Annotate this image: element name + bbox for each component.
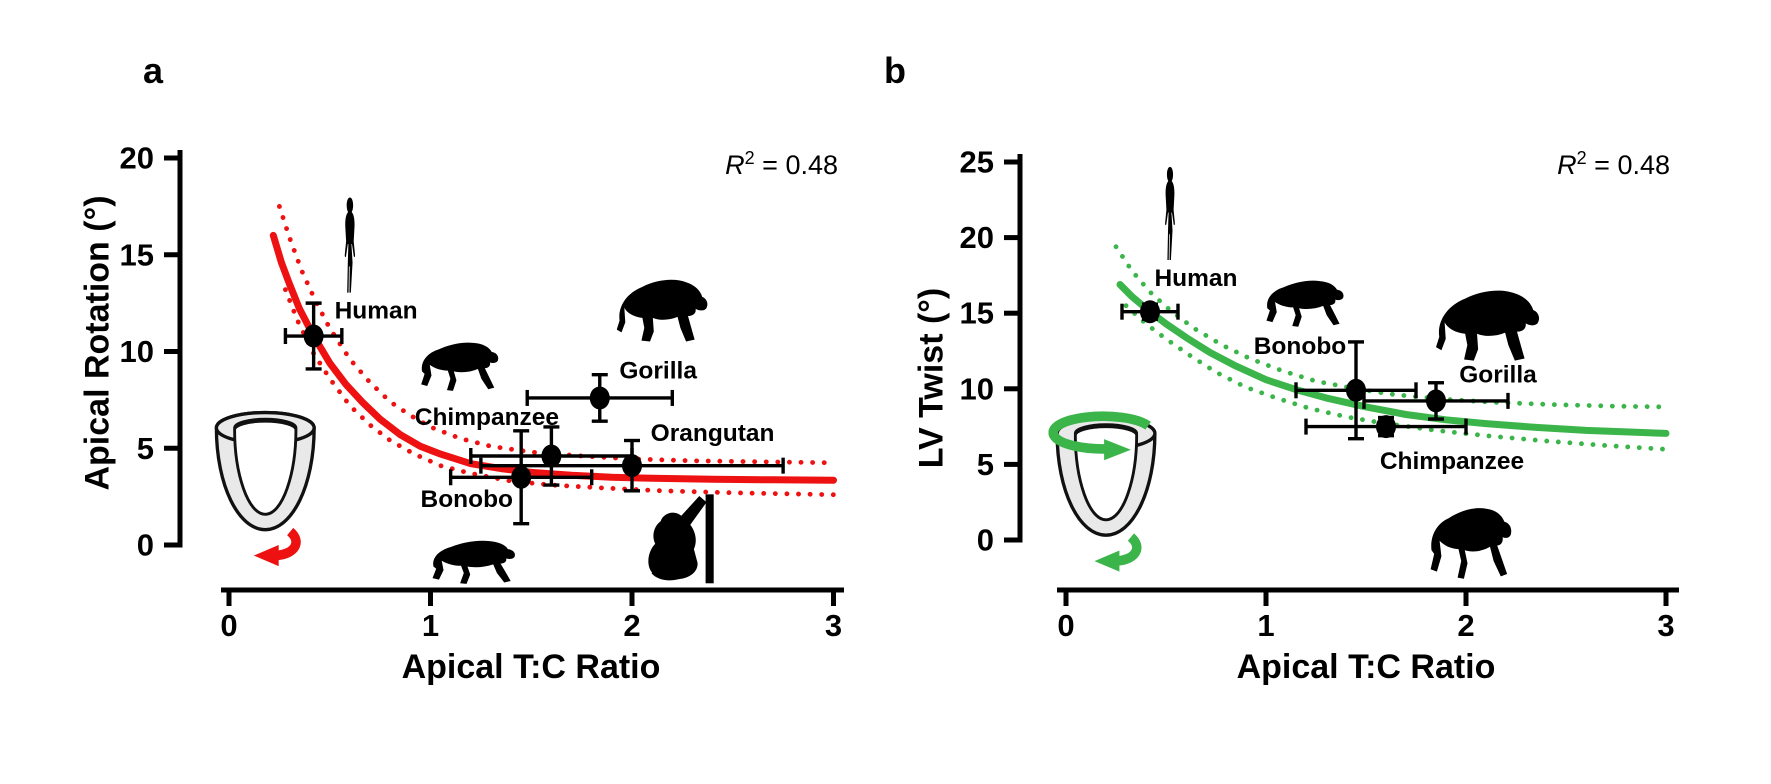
r-squared-annotation-a: R2 = 0.48	[725, 148, 838, 181]
data-point-bonobo: Bonobo	[1254, 333, 1418, 441]
data-point-gorilla: Gorilla	[1362, 362, 1537, 421]
x-tick-label: 2	[623, 608, 640, 643]
y-tick-label: 0	[137, 528, 154, 563]
human-silhouette	[1165, 166, 1175, 260]
marker-chimpanzee	[541, 444, 562, 468]
panel-b-plot: 0 5 10 15 20 25 0 1 2 3 Human Bonobo Chimpanzee Goril…	[960, 145, 1679, 643]
x-axis-title-b: Apical T:C Ratio	[1236, 648, 1496, 686]
marker-gorilla	[1426, 389, 1446, 413]
panel-a-plot: 0 5 10 15 20 0 1 2 3 Human Bonobo Chimpanzee Gorilla…	[120, 141, 844, 643]
data-point-orangutan: Orangutan	[479, 420, 785, 493]
marker-bonobo	[511, 465, 532, 489]
y-tick-label: 10	[120, 334, 154, 369]
y-tick-label: 5	[137, 431, 154, 466]
y-axis: 0 5 10 15 20	[120, 141, 183, 563]
marker-human	[303, 324, 324, 348]
panel-letter-a: a	[143, 50, 164, 91]
marker-gorilla	[589, 386, 610, 410]
species-label-human: Human	[1154, 265, 1237, 292]
r-squared-value: = 0.48	[1586, 150, 1670, 180]
orangutan-silhouette	[648, 494, 714, 584]
lv-cone-rotation	[216, 413, 314, 567]
x-axis-title-a: Apical T:C Ratio	[401, 648, 661, 686]
y-tick-label: 20	[960, 220, 994, 255]
data-point-chimpanzee: Chimpanzee	[1304, 415, 1524, 475]
x-tick-label: 0	[1057, 608, 1074, 643]
y-tick-label: 25	[960, 145, 994, 180]
data-point-human: Human	[283, 297, 418, 371]
species-label-orangutan: Orangutan	[651, 420, 775, 447]
r-squared-annotation-b: R2 = 0.48	[1557, 148, 1670, 181]
marker-human	[1140, 300, 1160, 324]
r-squared-exponent: 2	[744, 148, 755, 168]
y-tick-label: 10	[960, 371, 994, 406]
r-squared-exponent: 2	[1576, 148, 1587, 168]
chimpanzee-silhouette	[1430, 508, 1512, 579]
x-tick-label: 0	[220, 608, 237, 643]
gorilla-silhouette	[1436, 290, 1540, 361]
x-axis: 0 1 2 3	[1057, 587, 1679, 643]
x-tick-label: 1	[1257, 608, 1274, 643]
data-point-gorilla: Gorilla	[525, 357, 697, 423]
r-squared-value: = 0.48	[754, 150, 838, 180]
species-label-gorilla: Gorilla	[1459, 362, 1537, 389]
chimpanzee-silhouette	[421, 342, 499, 391]
bonobo-silhouette	[432, 540, 515, 584]
fit-curve	[269, 231, 837, 484]
species-label-human: Human	[335, 297, 418, 324]
y-tick-label: 15	[120, 237, 154, 272]
data-point-bonobo: Bonobo	[421, 429, 594, 526]
fit-curve	[1116, 281, 1670, 437]
y-tick-label: 0	[977, 523, 994, 558]
marker-chimpanzee	[1376, 415, 1396, 439]
data-point-human: Human	[1120, 265, 1238, 324]
bonobo-silhouette	[1266, 280, 1344, 327]
marker-bonobo	[1346, 378, 1366, 402]
species-label-chimpanzee: Chimpanzee	[1380, 448, 1524, 475]
marker-orangutan	[622, 454, 642, 478]
confidence-band-lower	[1123, 303, 1669, 452]
y-axis-title-a: Apical Rotation (°)	[78, 195, 117, 491]
x-tick-label: 3	[1657, 608, 1674, 643]
species-label-bonobo: Bonobo	[421, 486, 514, 513]
x-tick-label: 2	[1457, 608, 1474, 643]
confidence-band-upper	[1113, 244, 1669, 410]
x-tick-label: 1	[422, 608, 439, 643]
y-tick-label: 20	[120, 141, 154, 176]
y-tick-label: 5	[977, 447, 994, 482]
r-squared-symbol: R	[725, 150, 745, 180]
human-silhouette	[344, 197, 356, 293]
y-tick-label: 15	[960, 296, 994, 331]
panel-letter-b: b	[884, 50, 906, 91]
y-axis: 0 5 10 15 20 25	[960, 145, 1023, 558]
gorilla-silhouette	[616, 279, 708, 342]
species-label-gorilla: Gorilla	[619, 357, 697, 384]
data-point-chimpanzee: Chimpanzee	[415, 404, 634, 487]
x-tick-label: 3	[825, 608, 842, 643]
y-axis-title-b: LV Twist (°)	[912, 287, 951, 469]
species-label-chimpanzee: Chimpanzee	[415, 404, 559, 431]
lv-cone-twist	[1053, 416, 1155, 571]
x-axis: 0 1 2 3	[220, 587, 844, 643]
r-squared-symbol: R	[1557, 150, 1577, 180]
species-label-bonobo: Bonobo	[1254, 333, 1347, 360]
